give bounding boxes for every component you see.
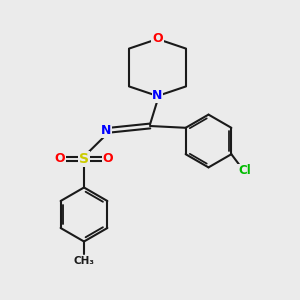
Text: O: O <box>152 32 163 46</box>
Text: O: O <box>55 152 65 166</box>
Text: N: N <box>152 89 163 103</box>
Text: S: S <box>79 152 89 166</box>
Text: N: N <box>101 124 112 137</box>
Text: Cl: Cl <box>238 164 251 178</box>
Text: O: O <box>103 152 113 166</box>
Text: CH₃: CH₃ <box>74 256 94 266</box>
